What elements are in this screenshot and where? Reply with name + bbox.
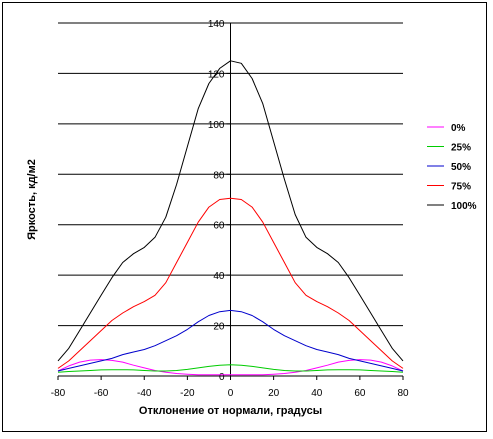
x-tick-label: -20: [180, 388, 195, 399]
x-tick-labels: -80 -60 -40 -20 0 20 40 60 80: [51, 388, 409, 399]
legend-label: 50%: [451, 162, 471, 173]
y-tick-label: 100: [208, 120, 225, 131]
x-tick-label: 20: [268, 388, 280, 399]
y-tick-label: 0: [219, 372, 225, 383]
y-tick-label: 140: [208, 19, 225, 30]
series-line-75pct: [57, 197, 404, 369]
legend-label: 0%: [451, 123, 466, 134]
y-axis-label: Яркость, кд/м2: [26, 159, 38, 240]
chart-area: 0 20 40 60 80 100 120 140 -80 -60 -40 -20 0 20 40 60 80…: [2, 2, 487, 432]
x-tick-label: -80: [51, 388, 66, 399]
x-tick-label: 0: [228, 388, 234, 399]
x-tick-label: 40: [311, 388, 323, 399]
axes: [57, 22, 404, 380]
chart-svg: 0 20 40 60 80 100 120 140 -80 -60 -40 -20 0 20 40 60 80…: [26, 19, 477, 417]
series-line-25pct: [57, 364, 404, 373]
series-line-0pct: [57, 359, 404, 376]
y-tick-label: 40: [213, 271, 225, 282]
series-line-50pct: [57, 309, 404, 372]
y-tick-labels: 0 20 40 60 80 100 120 140: [208, 19, 225, 383]
series-lines: [57, 60, 404, 376]
x-tick-label: 80: [397, 388, 409, 399]
y-tick-label: 20: [213, 322, 225, 333]
y-tick-label: 60: [213, 221, 225, 232]
series-line-100pct: [57, 60, 404, 362]
x-tick-label: -40: [137, 388, 152, 399]
x-axis-label: Отклонение от нормали, градусы: [139, 405, 322, 417]
legend-label: 75%: [451, 182, 471, 193]
x-tick-label: -60: [94, 388, 109, 399]
legend-label: 100%: [451, 201, 477, 212]
legend: 0% 25% 50% 75% 100%: [427, 123, 477, 212]
x-tick-label: 60: [354, 388, 366, 399]
y-tick-label: 120: [208, 69, 225, 80]
legend-label: 25%: [451, 143, 471, 154]
y-tick-label: 80: [213, 170, 225, 181]
